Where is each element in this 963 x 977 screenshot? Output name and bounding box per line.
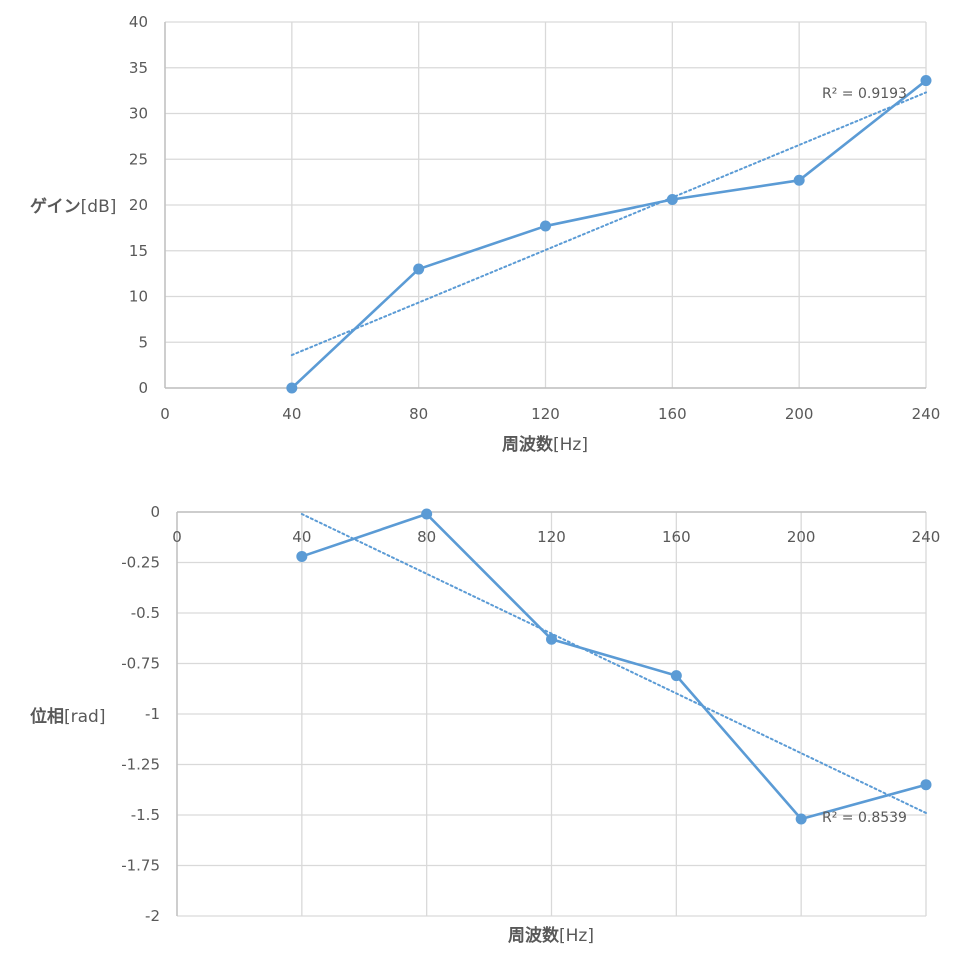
phase-x-tick-label: 160 bbox=[662, 528, 691, 546]
phase-y-tick-label: -1.75 bbox=[121, 857, 160, 875]
gain-grid bbox=[164, 21, 927, 389]
gain-data-point bbox=[920, 75, 932, 87]
phase-tick-labels: 0 -0.25 -0.5 -0.75 -1 -1.25 -1.5 -1.75 -2 0 40 80 12… bbox=[121, 503, 940, 925]
phase-data-point bbox=[795, 813, 807, 825]
gain-x-axis-title: 周波数[Hz] bbox=[502, 434, 588, 455]
gain-data-point bbox=[793, 174, 805, 186]
phase-r2-label: R² = 0.8539 bbox=[822, 810, 907, 826]
gain-x-tick-label: 200 bbox=[785, 405, 814, 423]
phase-x-tick-label: 40 bbox=[292, 528, 311, 546]
gain-y-tick-label: 40 bbox=[129, 13, 148, 31]
phase-y-tick-label: 0 bbox=[150, 503, 160, 521]
gain-y-axis-title-main: ゲイン bbox=[30, 196, 81, 217]
phase-y-tick-label: -1 bbox=[145, 705, 160, 723]
gain-x-tick-label: 240 bbox=[912, 405, 941, 423]
gain-x-tick-label: 80 bbox=[409, 405, 428, 423]
phase-y-tick-label: -0.75 bbox=[121, 655, 160, 673]
phase-series-line bbox=[301, 512, 927, 821]
gain-x-tick-label: 0 bbox=[160, 405, 170, 423]
phase-y-tick-label: -1.25 bbox=[121, 756, 160, 774]
phase-x-tick-label: 200 bbox=[787, 528, 816, 546]
gain-y-tick-label: 30 bbox=[129, 105, 148, 123]
phase-data-point bbox=[296, 550, 308, 562]
phase-trendline bbox=[300, 513, 927, 814]
gain-r2-label: R² = 0.9193 bbox=[822, 86, 907, 102]
gain-y-axis-title-unit: [dB] bbox=[81, 197, 117, 217]
gain-y-axis-title: ゲイン[dB] bbox=[30, 196, 116, 217]
gain-tick-labels: 0 5 10 15 20 25 30 35 40 0 40 80 120 160 200 240 bbox=[129, 13, 940, 423]
gain-y-tick-label: 5 bbox=[138, 333, 148, 351]
phase-y-tick-label: -0.25 bbox=[121, 554, 160, 572]
gain-series-line bbox=[290, 79, 927, 389]
phase-y-tick-label: -2 bbox=[145, 907, 160, 925]
phase-chart: 0 -0.25 -0.5 -0.75 -1 -1.25 -1.5 -1.75 -2 0 40 80 12… bbox=[30, 503, 940, 946]
phase-y-axis-title: 位相[rad] bbox=[30, 706, 105, 727]
gain-trendline bbox=[290, 91, 927, 357]
phase-grid bbox=[176, 511, 927, 917]
phase-x-axis-title: 周波数[Hz] bbox=[508, 925, 594, 946]
gain-x-tick-label: 160 bbox=[658, 405, 687, 423]
phase-x-tick-label: 80 bbox=[417, 528, 436, 546]
gain-x-axis-title-unit: [Hz] bbox=[553, 435, 588, 455]
phase-x-tick-label: 0 bbox=[172, 528, 182, 546]
phase-data-point bbox=[546, 633, 557, 645]
gain-trendline-group bbox=[290, 91, 927, 357]
gain-data-point bbox=[666, 194, 678, 206]
gain-y-tick-label: 0 bbox=[138, 379, 148, 397]
gain-data-point bbox=[286, 382, 298, 394]
phase-y-axis-title-main: 位相 bbox=[30, 706, 64, 727]
phase-x-tick-label: 240 bbox=[912, 528, 941, 546]
phase-y-tick-label: -0.5 bbox=[131, 604, 160, 622]
phase-data-point bbox=[421, 508, 433, 520]
phase-data-point bbox=[670, 670, 682, 682]
gain-y-tick-label: 10 bbox=[129, 288, 148, 306]
phase-trendline-group bbox=[300, 513, 927, 814]
gain-y-tick-label: 15 bbox=[129, 242, 148, 260]
gain-data-point bbox=[413, 263, 425, 275]
gain-y-tick-label: 20 bbox=[129, 196, 148, 214]
phase-x-axis-title-main: 周波数 bbox=[508, 925, 560, 946]
gain-data-point bbox=[540, 220, 551, 232]
gain-y-tick-label: 35 bbox=[129, 59, 148, 77]
gain-x-tick-label: 120 bbox=[531, 405, 560, 423]
gain-x-tick-label: 40 bbox=[282, 405, 301, 423]
phase-y-tick-label: -1.5 bbox=[131, 806, 160, 824]
phase-series-group bbox=[296, 508, 932, 825]
gain-y-tick-label: 25 bbox=[129, 150, 148, 168]
gain-series-group bbox=[286, 75, 932, 394]
phase-data-point bbox=[920, 779, 932, 791]
phase-x-axis-title-unit: [Hz] bbox=[559, 926, 594, 946]
phase-y-axis-title-unit: [rad] bbox=[64, 707, 105, 727]
gain-chart: 0 5 10 15 20 25 30 35 40 0 40 80 120 160 200 240 R² = 0… bbox=[30, 13, 940, 455]
phase-x-tick-label: 120 bbox=[537, 528, 566, 546]
gain-x-axis-title-main: 周波数 bbox=[502, 434, 554, 455]
